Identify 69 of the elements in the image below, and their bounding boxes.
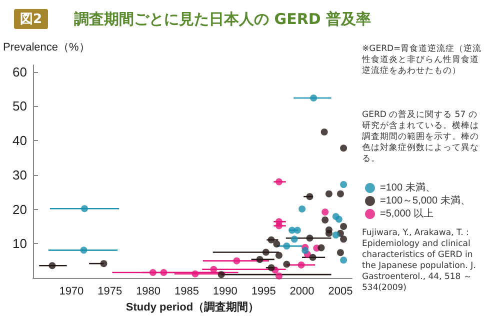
point (340, 181, 348, 188)
point (340, 222, 348, 230)
point (81, 205, 88, 212)
point (283, 242, 290, 250)
point (325, 230, 332, 237)
point (340, 144, 348, 152)
y-tick-label: 40 (12, 133, 27, 148)
x-tick-label: 2005 (328, 286, 353, 298)
y-tick-label: 10 (12, 236, 27, 252)
point (298, 261, 305, 268)
point (336, 249, 344, 256)
text: GERD の普及に関する 57 の研究が含まれている。横棒は調査期間の範囲を示す。棒の色は対象症例数によって異なる。 (362, 110, 480, 165)
point (340, 256, 348, 264)
point (325, 190, 332, 198)
point (309, 254, 316, 261)
point (149, 269, 156, 276)
text: Fujiwara, Y., Arakawa, T. : Epidemiology and clinical characteristics of GERD in the Japanese population. J. Gastroenterol., 44, 518 ～ 534(2009) (362, 228, 477, 294)
x-tick-label: 1970 (59, 286, 84, 298)
y-tick-label: 60 (12, 64, 27, 80)
caption: 図2 (14, 9, 48, 29)
point (256, 256, 264, 263)
y-axis-title: Prevalence（%） (3, 42, 90, 54)
point (332, 232, 340, 239)
point (275, 178, 282, 186)
point (273, 240, 280, 248)
x-tick-label: 1975 (98, 286, 122, 298)
y-tick-label: 50 (12, 98, 27, 114)
point (294, 226, 301, 234)
x-axis-title: Study period（調査期間） (126, 300, 260, 314)
point (322, 208, 329, 216)
legend-label: =100 未満、 (380, 182, 436, 194)
point (310, 94, 318, 102)
point (336, 190, 344, 198)
point (100, 260, 108, 268)
point (275, 272, 282, 280)
point (283, 260, 290, 268)
point (322, 216, 329, 224)
x-tick-label: 1990 (212, 286, 238, 298)
point (298, 205, 306, 212)
point (262, 248, 270, 256)
legend-label: =100～5,000 未満、 (380, 194, 470, 206)
point (318, 244, 325, 252)
point (340, 236, 348, 243)
point (335, 216, 342, 223)
point (268, 264, 275, 272)
text: ※GERD=胃食道逆流症（逆流性食道炎と非びらん性胃食道逆流症をあわせたもの） (362, 44, 483, 77)
x-tick-label: 1995 (251, 286, 276, 298)
point (268, 236, 275, 244)
x-tick-label: 1980 (136, 286, 161, 298)
x-tick-label: 1985 (174, 286, 199, 298)
point (48, 262, 56, 270)
chart-title: 調査期間ごとに見た日本人の GERD 普及率 (74, 10, 372, 28)
point (233, 257, 240, 264)
y-tick-label: 20 (12, 202, 27, 217)
y-tick-label: 30 (12, 167, 27, 182)
point (306, 234, 314, 242)
point (290, 236, 298, 243)
point (160, 269, 168, 276)
legend-label: =5,000 以上 (380, 208, 434, 220)
point (80, 246, 88, 254)
point (218, 271, 225, 278)
point (192, 270, 199, 278)
point (275, 222, 282, 230)
point (210, 266, 218, 273)
point (306, 193, 314, 200)
point (302, 247, 309, 254)
point (275, 252, 282, 259)
x-tick-label: 2000 (290, 286, 314, 298)
point (320, 128, 328, 136)
